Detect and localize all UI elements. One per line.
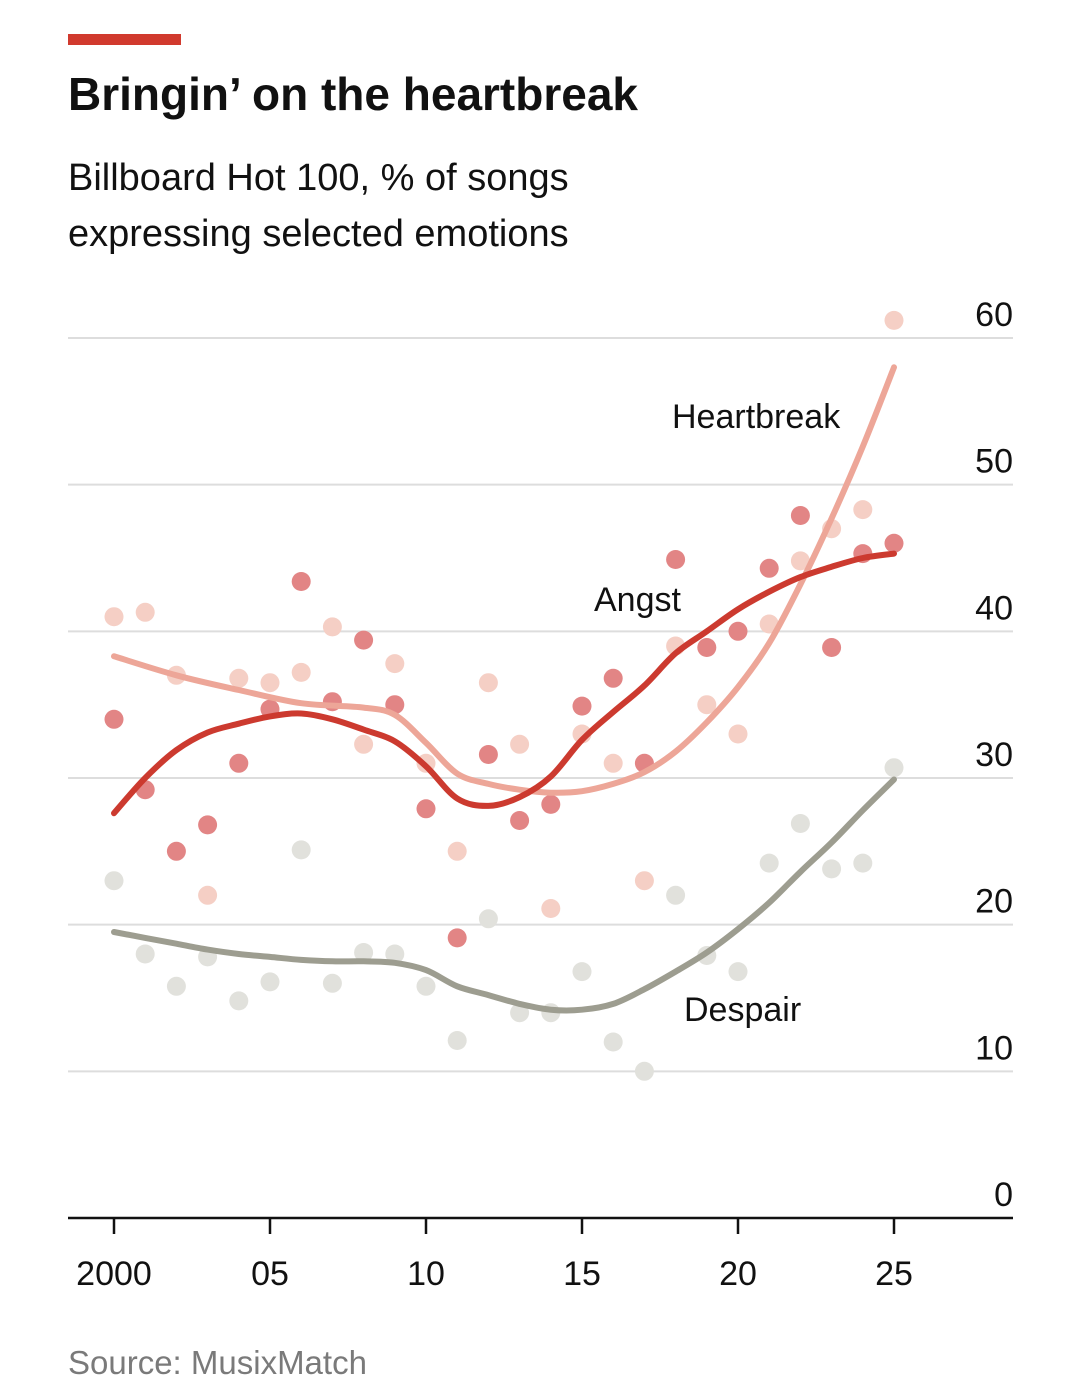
data-point-despair [603,1032,623,1052]
data-point-heartbreak [478,673,498,693]
x-tick-label: 20 [719,1255,757,1293]
data-point-despair [260,972,280,992]
data-point-heartbreak [291,662,311,682]
y-tick-label: 10 [975,1029,1013,1067]
data-point-angst [510,811,530,830]
data-point-heartbreak [728,724,748,744]
data-point-heartbreak [541,899,561,918]
data-point-despair [853,853,873,873]
x-tick-label: 2000 [76,1255,152,1293]
series-label-angst: Angst [594,581,681,619]
data-point-angst [104,709,124,729]
x-axis: 2000 05 10 15 20 25 [68,1216,1013,1293]
data-point-heartbreak [884,310,904,330]
data-point-angst [166,841,186,861]
chart-subtitle-line-2: expressing selected emotions [68,213,569,255]
y-tick-label: 20 [975,883,1013,921]
y-tick-label: 30 [975,736,1013,774]
data-point-heartbreak [322,617,342,637]
data-point-angst [572,696,592,716]
data-point-heartbreak [229,668,249,688]
data-point-heartbreak [385,654,405,674]
data-point-angst [291,572,311,591]
data-point-despair [322,973,342,993]
data-point-angst [822,638,842,657]
y-tick-label: 60 [975,296,1013,334]
data-point-heartbreak [260,673,280,693]
data-point-despair [884,758,904,778]
data-point-despair [822,859,842,879]
data-point-angst [666,550,686,569]
trend-line-angst [111,550,897,817]
series-label-despair: Despair [684,991,801,1029]
x-tick-label: 25 [875,1255,913,1293]
series-label-heartbreak: Heartbreak [672,398,841,436]
data-point-despair [728,962,748,982]
trend-line-heartbreak [111,364,897,796]
x-tick-label: 10 [407,1255,445,1293]
x-tick-label: 15 [563,1255,601,1293]
source-note: Source: MusixMatch [68,1344,367,1381]
data-point-heartbreak [104,607,124,627]
data-point-heartbreak [697,695,717,715]
x-tick-label: 05 [251,1255,289,1293]
data-point-despair [790,814,810,833]
data-point-despair [416,976,436,996]
y-tick-label: 40 [975,589,1013,627]
data-point-heartbreak [634,871,654,891]
data-point-heartbreak [354,734,374,754]
data-point-heartbreak [447,841,467,861]
data-point-angst [198,815,218,835]
data-point-heartbreak [759,614,779,634]
data-point-angst [728,621,748,641]
data-point-angst [790,506,810,525]
data-point-despair [759,853,779,873]
data-point-despair [666,885,686,905]
y-tick-label: 0 [994,1176,1013,1214]
data-point-angst [759,558,779,578]
data-point-angst [447,928,467,948]
data-point-angst [541,794,561,814]
chart-subtitle-line-1: Billboard Hot 100, % of songs [68,157,569,199]
data-point-despair [104,871,124,891]
data-point-despair [229,991,249,1011]
data-point-despair [135,944,155,964]
data-point-angst [603,668,623,688]
chart-title: Bringin’ on the heartbreak [68,68,638,120]
data-point-despair [572,962,592,982]
data-point-angst [229,753,249,773]
data-point-despair [447,1031,467,1050]
data-point-despair [385,944,405,964]
data-point-heartbreak [135,602,155,622]
trend-line-despair [111,776,897,1014]
gridlines [68,337,1013,1073]
data-point-heartbreak [510,734,530,754]
data-point-despair [291,840,311,860]
data-point-heartbreak [853,500,873,520]
trend-lines [111,364,897,1014]
data-point-angst [478,745,498,764]
y-axis-ticks: 0 10 20 30 40 50 60 [975,296,1013,1214]
y-tick-label: 50 [975,443,1013,481]
data-point-angst [697,638,717,657]
data-point-angst [884,533,904,553]
data-point-heartbreak [198,885,218,905]
data-point-despair [478,909,498,929]
data-point-despair [354,943,374,962]
data-point-angst [416,799,436,819]
accent-bar [68,34,181,45]
data-point-heartbreak [790,551,810,571]
data-point-despair [166,976,186,996]
data-point-angst [354,630,374,650]
data-point-heartbreak [603,753,623,773]
data-point-despair [634,1061,654,1081]
